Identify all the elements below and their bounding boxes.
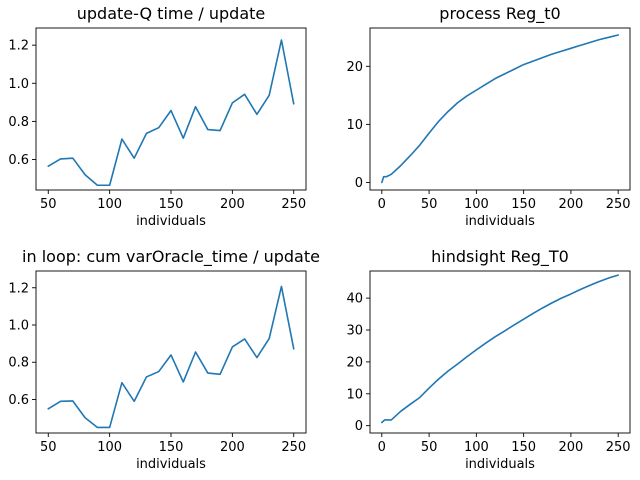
axes-frame bbox=[35, 270, 307, 434]
y-tick-label: 20 bbox=[346, 355, 363, 370]
chart-title: in loop: cum varOracle_time / update bbox=[22, 247, 320, 267]
y-tick-label: 0.6 bbox=[8, 153, 29, 168]
x-axis-label: individuals bbox=[136, 214, 206, 229]
series-line bbox=[47, 285, 295, 429]
x-tick-label: 200 bbox=[220, 440, 245, 455]
x-tick-label: 50 bbox=[40, 440, 57, 455]
x-tick-label: 100 bbox=[97, 440, 122, 455]
x-tick-label: 100 bbox=[97, 197, 122, 212]
x-tick-label: 250 bbox=[281, 197, 306, 212]
subplot-3: in loop: cum varOracle_time / update 50 10… bbox=[8, 247, 320, 472]
y-tick-label: 0.8 bbox=[8, 356, 29, 371]
x-tick-label: 50 bbox=[40, 197, 57, 212]
y-tick-label: 20 bbox=[346, 60, 363, 75]
x-axis-label: individuals bbox=[465, 457, 535, 472]
y-tick-label: 1.0 bbox=[8, 319, 29, 334]
x-tick-label: 250 bbox=[606, 197, 631, 212]
y-tick-label: 30 bbox=[346, 323, 363, 338]
x-tick-label: 100 bbox=[464, 440, 489, 455]
x-axis-label: individuals bbox=[465, 214, 535, 229]
series-line bbox=[47, 39, 295, 187]
x-tick-label: 0 bbox=[378, 197, 386, 212]
y-tick-label: 0.6 bbox=[8, 393, 29, 408]
series-line bbox=[381, 274, 619, 424]
axes-frame bbox=[35, 27, 307, 191]
chart-title: process Reg_t0 bbox=[439, 4, 560, 24]
axes-frame bbox=[369, 27, 631, 191]
axes-frame bbox=[369, 270, 631, 434]
x-axis-label: individuals bbox=[136, 457, 206, 472]
x-tick-label: 50 bbox=[421, 197, 438, 212]
y-tick-label: 10 bbox=[346, 118, 363, 133]
chart-title: hindsight Reg_T0 bbox=[431, 247, 569, 267]
y-tick-label: 1.2 bbox=[8, 39, 29, 54]
x-tick-label: 200 bbox=[558, 440, 583, 455]
subplot-2: process Reg_t0 0 50 100 150 200 250 0 10 20 indivi… bbox=[346, 4, 630, 229]
x-tick-label: 150 bbox=[511, 440, 536, 455]
x-tick-label: 150 bbox=[511, 197, 536, 212]
subplot-4: hindsight Reg_T0 0 50 100 150 200 250 0 10 20 30 40… bbox=[346, 247, 630, 472]
x-tick-label: 250 bbox=[281, 440, 306, 455]
x-tick-label: 250 bbox=[606, 440, 631, 455]
x-tick-label: 0 bbox=[378, 440, 386, 455]
x-tick-label: 200 bbox=[558, 197, 583, 212]
x-tick-label: 150 bbox=[159, 440, 184, 455]
y-tick-label: 0.8 bbox=[8, 115, 29, 130]
x-tick-label: 50 bbox=[421, 440, 438, 455]
x-tick-label: 150 bbox=[159, 197, 184, 212]
subplot-1: update-Q time / update 50 100 150 200 250 0.6 0… bbox=[8, 4, 307, 229]
x-tick-label: 100 bbox=[464, 197, 489, 212]
y-tick-label: 1.2 bbox=[8, 281, 29, 296]
chart-title: update-Q time / update bbox=[77, 4, 266, 23]
series-line bbox=[381, 34, 619, 184]
y-tick-label: 0 bbox=[355, 419, 363, 434]
y-tick-label: 40 bbox=[346, 292, 363, 307]
y-tick-label: 1.0 bbox=[8, 77, 29, 92]
y-tick-label: 10 bbox=[346, 387, 363, 402]
x-tick-label: 200 bbox=[220, 197, 245, 212]
y-tick-label: 0 bbox=[355, 176, 363, 191]
